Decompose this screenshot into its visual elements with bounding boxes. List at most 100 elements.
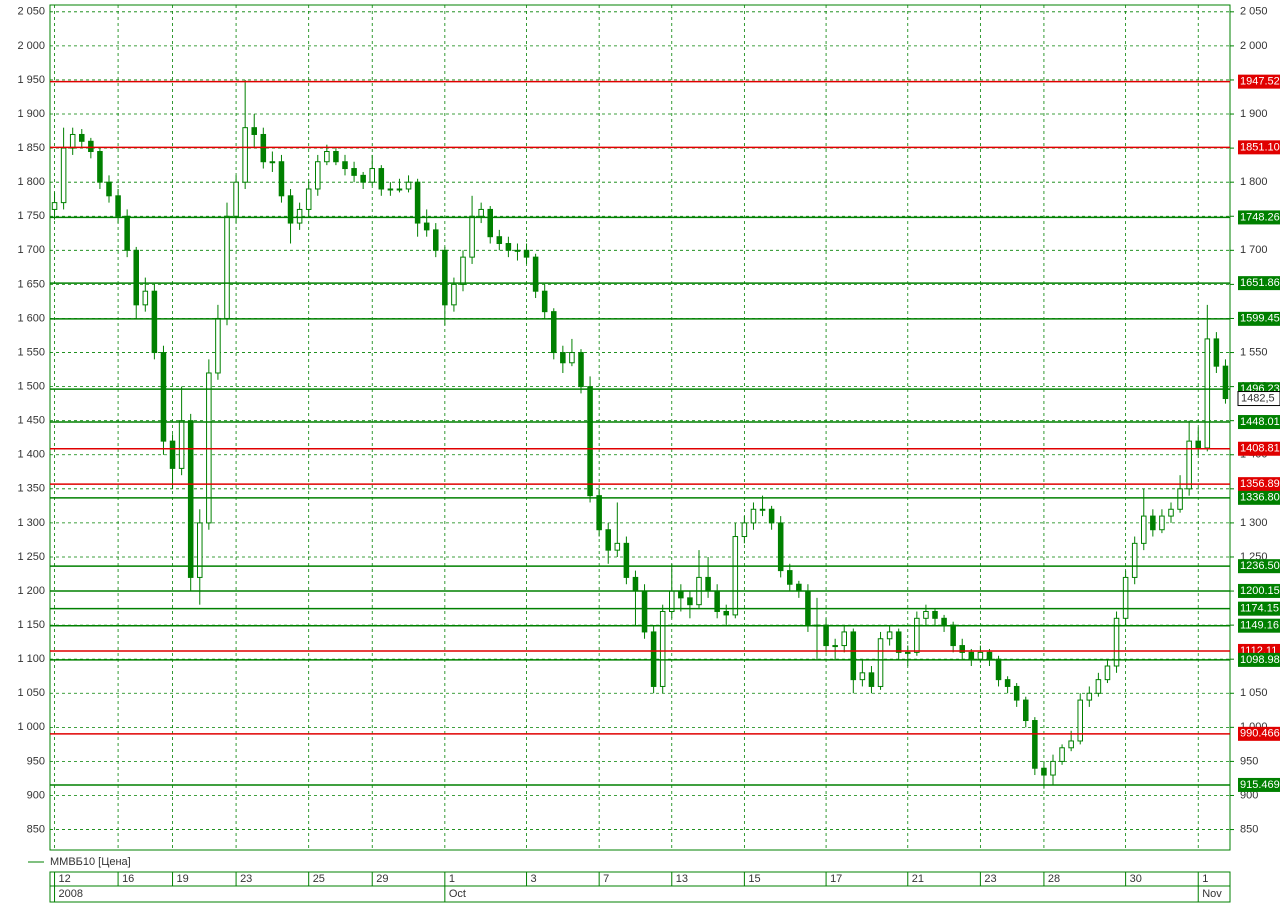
level-label-box	[1238, 601, 1280, 616]
y-tick-label: 1 850	[17, 142, 45, 154]
candle-body	[941, 617, 947, 626]
y2-tick-label: 1 900	[1240, 108, 1268, 120]
x-tick-label: 19	[177, 873, 189, 885]
level-label: 1851.107	[1240, 141, 1280, 153]
candle-body	[1095, 679, 1102, 694]
level-label: 1336.80	[1240, 492, 1280, 504]
candle-body	[151, 290, 158, 354]
y2-tick-label: 1 700	[1240, 244, 1268, 256]
last-price-label: 1482,5	[1241, 392, 1275, 404]
candle-body	[587, 386, 593, 497]
candle-body	[605, 529, 612, 551]
candle-body	[1131, 542, 1138, 578]
y-tick-label: 1 350	[17, 483, 45, 495]
candle-body	[496, 236, 503, 245]
candle-body	[959, 645, 966, 653]
x-tick-label: 2008	[59, 888, 83, 900]
candle-body	[859, 672, 866, 681]
candle-body	[142, 290, 149, 306]
candle-body	[777, 522, 784, 572]
x-tick-label: 30	[1130, 873, 1142, 885]
candle-body	[977, 651, 984, 660]
y2-tick-label: 1 800	[1240, 176, 1268, 188]
level-label-box	[1238, 140, 1280, 155]
candle-body	[986, 651, 993, 660]
candle-body	[1122, 576, 1129, 619]
candle-body	[278, 161, 285, 197]
candle-body	[968, 651, 975, 660]
candle-body	[532, 256, 539, 292]
candle-body	[932, 610, 938, 619]
candle-body	[405, 181, 412, 190]
candle-body	[1023, 699, 1029, 722]
candle-body	[260, 133, 267, 163]
candle-body	[1104, 665, 1111, 681]
level-label: 1947.529	[1240, 76, 1280, 88]
candle-body	[1013, 685, 1020, 701]
candle-body	[478, 208, 484, 217]
candle-body	[759, 508, 766, 511]
y-tick-label: 950	[27, 755, 45, 767]
candle-body	[678, 590, 684, 599]
candle-body	[1050, 760, 1056, 776]
candle-body	[541, 290, 548, 313]
y-tick-label: 2 050	[17, 6, 45, 18]
level-label: 1200.15	[1240, 585, 1280, 597]
y2-tick-label: 900	[1240, 789, 1258, 801]
x-tick-label: 25	[313, 873, 325, 885]
candle-body	[342, 161, 348, 170]
candle-body	[451, 283, 457, 306]
y2-tick-label: 1 300	[1240, 517, 1268, 529]
candle-body	[1141, 515, 1147, 544]
candle-body	[1059, 747, 1065, 762]
candle-body	[124, 215, 130, 251]
x-tick-label: 12	[59, 873, 71, 885]
candle-body	[1168, 508, 1174, 517]
candle-body	[569, 352, 575, 364]
candle-body	[687, 597, 693, 606]
date-axis	[49, 871, 1231, 903]
y-tick-label: 1 950	[17, 74, 45, 86]
last-price-box	[1237, 391, 1280, 407]
candle-body	[895, 631, 902, 653]
candle-body	[251, 127, 257, 135]
candle-body	[850, 631, 857, 681]
x-tick-label: 1	[1202, 873, 1208, 885]
candle-body	[1159, 515, 1165, 531]
x-tick-label: 23	[984, 873, 996, 885]
candle-body	[1004, 679, 1011, 687]
candle-body	[305, 188, 312, 210]
candle-body	[133, 249, 139, 306]
candle-body	[469, 215, 475, 258]
level-label: 1651.867	[1240, 277, 1280, 289]
level-label: 915.469	[1240, 779, 1280, 791]
candle-body	[51, 202, 58, 210]
level-label: 1448.015	[1240, 416, 1280, 428]
candle-body	[877, 638, 884, 687]
level-label-box	[1238, 490, 1280, 505]
level-label-box	[1238, 583, 1280, 598]
y-tick-label: 1 200	[17, 585, 45, 597]
candle-body	[768, 508, 775, 524]
level-label-box	[1238, 311, 1280, 326]
candle-body	[514, 249, 521, 252]
x-tick-label: 17	[830, 873, 842, 885]
y-tick-label: 1 650	[17, 278, 45, 290]
y-tick-label: 1 050	[17, 687, 45, 699]
candle-body	[197, 522, 203, 578]
level-label-box	[1238, 415, 1280, 430]
level-label-box	[1238, 441, 1280, 456]
level-label-box	[1238, 74, 1280, 89]
level-label: 1599.457	[1240, 313, 1280, 325]
candle-body	[215, 317, 221, 374]
x-tick-label: 23	[240, 873, 252, 885]
y-tick-label: 1 400	[17, 449, 45, 461]
candle-body	[387, 188, 394, 191]
y2-tick-label: 850	[1240, 823, 1258, 835]
candle-body	[433, 229, 439, 251]
candle-body	[115, 195, 121, 217]
candle-body	[296, 208, 303, 224]
candle-body	[333, 151, 339, 163]
candle-body	[460, 256, 466, 285]
y2-tick-label: 1 550	[1240, 346, 1268, 358]
